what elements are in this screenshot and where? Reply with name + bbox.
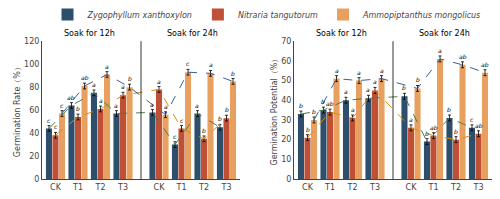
svg-text:a: a xyxy=(92,81,96,88)
svg-text:c: c xyxy=(470,116,474,123)
svg-text:T3: T3 xyxy=(473,183,484,192)
svg-text:CK: CK xyxy=(302,183,314,192)
svg-text:T2: T2 xyxy=(95,183,106,192)
svg-text:CK: CK xyxy=(154,183,166,192)
svg-text:b: b xyxy=(312,108,316,115)
svg-text:a: a xyxy=(438,47,442,54)
svg-text:a: a xyxy=(409,116,413,123)
svg-text:T2: T2 xyxy=(347,183,358,192)
svg-text:20: 20 xyxy=(29,152,39,161)
svg-text:c: c xyxy=(186,60,190,67)
svg-text:b: b xyxy=(128,75,132,82)
svg-text:100: 100 xyxy=(24,60,39,69)
svg-text:Soak for 24h: Soak for 24h xyxy=(167,29,218,38)
svg-text:10: 10 xyxy=(281,155,291,164)
svg-text:60: 60 xyxy=(281,57,291,66)
svg-text:T2: T2 xyxy=(450,183,461,192)
svg-text:CK: CK xyxy=(50,183,62,192)
svg-text:b: b xyxy=(416,76,420,83)
svg-text:T2: T2 xyxy=(198,183,209,192)
svg-text:a: a xyxy=(121,83,125,90)
svg-text:a: a xyxy=(157,78,161,85)
svg-text:T1: T1 xyxy=(324,183,335,192)
svg-text:Soak for 12h: Soak for 12h xyxy=(316,29,367,38)
svg-text:Soak for 12h: Soak for 12h xyxy=(64,29,115,38)
svg-text:a: a xyxy=(351,106,355,113)
svg-text:50: 50 xyxy=(281,76,291,85)
svg-text:Soak for 24h: Soak for 24h xyxy=(419,29,470,38)
svg-text:ab: ab xyxy=(81,74,89,81)
svg-text:b: b xyxy=(218,115,222,122)
svg-text:a: a xyxy=(209,61,213,68)
svg-text:a: a xyxy=(335,67,339,74)
svg-text:a: a xyxy=(344,88,348,95)
svg-text:Ammopiptanthus mongolicus: Ammopiptanthus mongolicus xyxy=(362,11,480,20)
svg-text:60: 60 xyxy=(29,106,39,115)
svg-text:a: a xyxy=(373,78,377,85)
svg-text:20: 20 xyxy=(281,135,291,144)
svg-text:Germination Potential（%）: Germination Potential（%） xyxy=(270,55,279,166)
svg-text:a: a xyxy=(357,69,361,76)
svg-text:ab: ab xyxy=(481,61,489,68)
svg-text:T3: T3 xyxy=(117,183,128,192)
svg-text:40: 40 xyxy=(281,96,291,105)
svg-text:ab: ab xyxy=(430,124,438,131)
svg-text:a: a xyxy=(380,67,384,74)
svg-text:a: a xyxy=(99,97,103,104)
svg-text:a: a xyxy=(366,86,370,93)
svg-text:T1: T1 xyxy=(72,183,83,192)
svg-text:a: a xyxy=(105,63,109,70)
svg-text:b: b xyxy=(76,105,80,112)
svg-text:0: 0 xyxy=(34,175,39,184)
svg-text:b: b xyxy=(447,106,451,113)
svg-text:b: b xyxy=(306,126,310,133)
svg-text:CK: CK xyxy=(406,183,418,192)
svg-text:0: 0 xyxy=(286,175,291,184)
svg-text:30: 30 xyxy=(281,116,291,125)
svg-text:80: 80 xyxy=(29,83,39,92)
svg-text:70: 70 xyxy=(281,37,291,46)
svg-text:T3: T3 xyxy=(221,183,232,192)
svg-text:c: c xyxy=(54,123,58,130)
svg-text:T1: T1 xyxy=(428,183,439,192)
svg-text:b: b xyxy=(321,98,325,105)
svg-text:120: 120 xyxy=(24,37,39,46)
svg-text:ab: ab xyxy=(459,53,467,60)
svg-text:ab: ab xyxy=(326,100,334,107)
svg-text:b: b xyxy=(454,128,458,135)
svg-text:b: b xyxy=(231,70,235,77)
svg-text:c: c xyxy=(60,102,64,109)
svg-text:b: b xyxy=(402,84,406,91)
svg-text:ab: ab xyxy=(67,94,75,101)
svg-text:T3: T3 xyxy=(369,183,380,192)
svg-text:Nitraria tangutorum: Nitraria tangutorum xyxy=(238,11,318,20)
svg-text:c: c xyxy=(47,117,51,124)
svg-text:ab: ab xyxy=(475,122,483,129)
svg-text:b: b xyxy=(225,106,229,113)
svg-text:Zygophyllum xanthoxylon: Zygophyllum xanthoxylon xyxy=(87,11,192,20)
svg-text:a: a xyxy=(114,102,118,109)
svg-text:a: a xyxy=(164,103,168,110)
svg-text:c: c xyxy=(173,133,177,140)
svg-text:T1: T1 xyxy=(176,183,187,192)
svg-text:b: b xyxy=(299,102,303,109)
svg-text:Germination Rate（%）: Germination Rate（%） xyxy=(13,63,22,157)
svg-text:c: c xyxy=(180,117,184,124)
svg-text:b: b xyxy=(202,127,206,134)
svg-text:b: b xyxy=(425,130,429,137)
svg-text:a: a xyxy=(150,101,154,108)
svg-text:a: a xyxy=(195,102,199,109)
svg-text:40: 40 xyxy=(29,129,39,138)
